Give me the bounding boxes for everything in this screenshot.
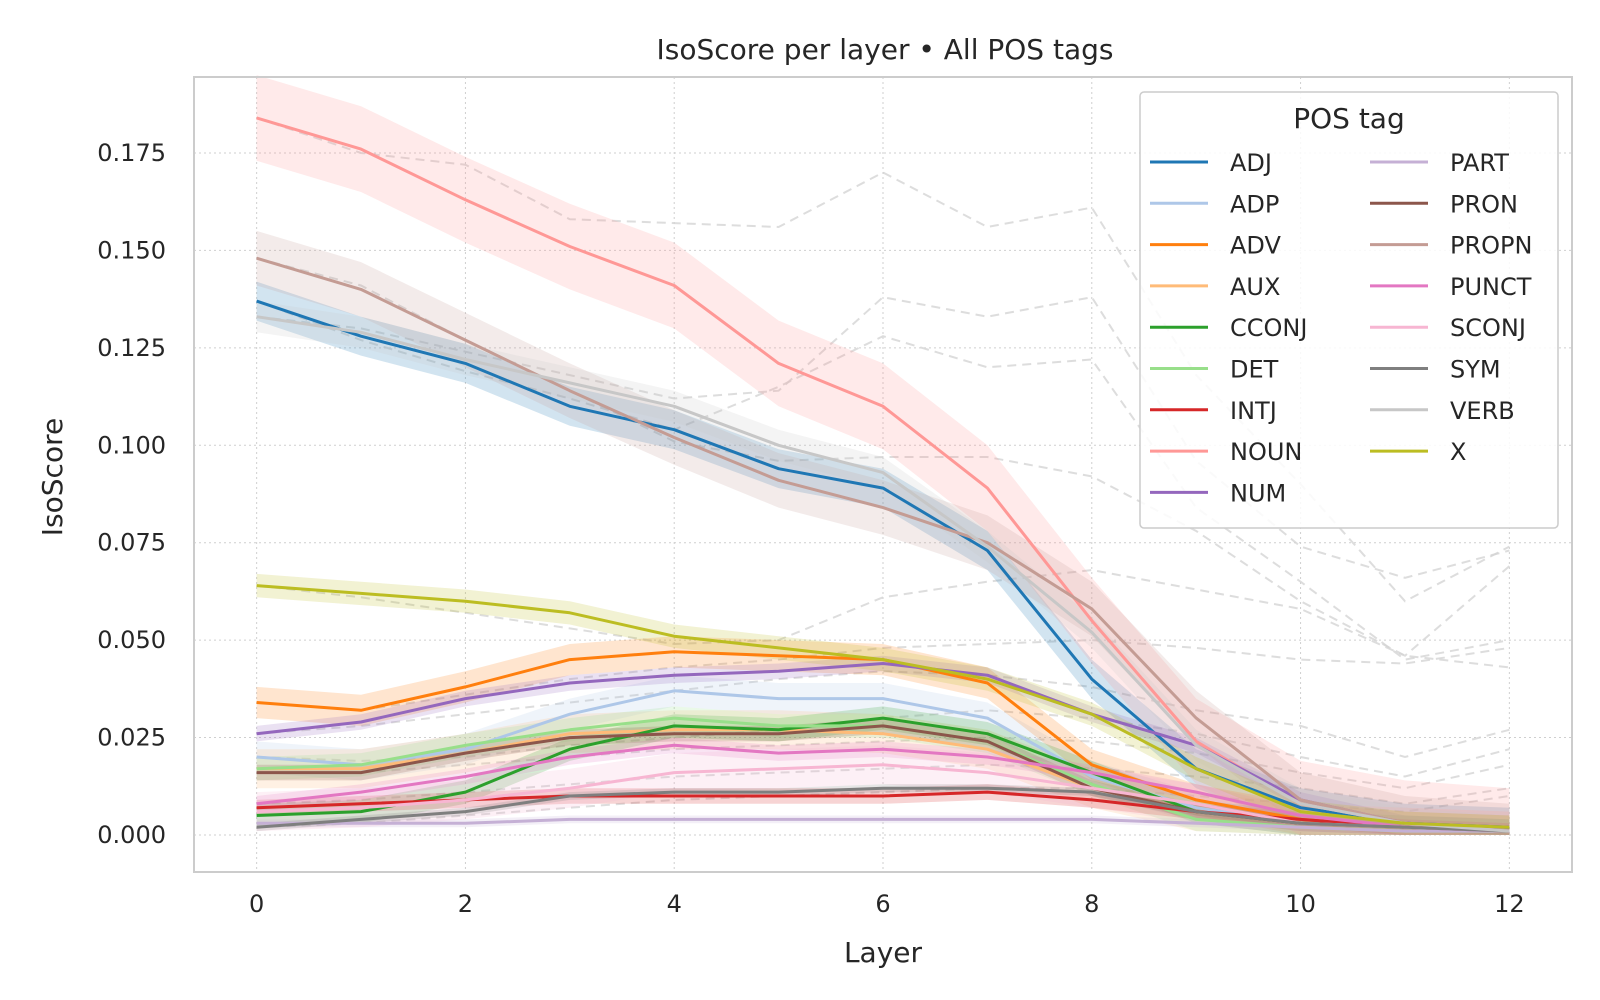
- background-run-line: [256, 709, 1510, 778]
- band-adv: [256, 636, 1510, 835]
- y-tick-label: 0.150: [97, 236, 166, 264]
- x-tick-label: 0: [249, 890, 264, 918]
- legend-label-adp: ADP: [1230, 190, 1279, 218]
- series-line-propn: [256, 256, 1510, 833]
- legend-label-verb: VERB: [1450, 397, 1515, 425]
- legend-label-noun: NOUN: [1230, 438, 1302, 466]
- legend-label-sym: SYM: [1450, 356, 1501, 384]
- y-tick-label: 0.075: [97, 529, 166, 557]
- legend-label-num: NUM: [1230, 479, 1286, 507]
- background-runs: [256, 116, 1511, 829]
- legend-label-x: X: [1450, 438, 1466, 466]
- series-line-x: [256, 584, 1510, 829]
- background-run-line: [256, 639, 1510, 712]
- band-punct: [256, 737, 1510, 835]
- y-tick-label: 0.125: [97, 334, 166, 362]
- band-pron: [256, 718, 1510, 835]
- background-run-line: [256, 296, 1510, 579]
- band-adj: [256, 281, 1510, 836]
- y-tick-label: 0.000: [97, 821, 166, 849]
- legend-label-intj: INTJ: [1230, 397, 1277, 425]
- y-tick-label: 0.100: [97, 431, 166, 459]
- legend-label-adv: ADV: [1230, 232, 1281, 260]
- legend-label-pron: PRON: [1450, 190, 1518, 218]
- series-lines: [256, 116, 1510, 833]
- x-tick-labels: 0 2 4 6 8 10 12: [249, 890, 1525, 918]
- legend: POS tag ADJ ADP ADV AUX CCONJ DET INTJ NOUN NUM P…: [1139, 91, 1559, 529]
- y-tick-label: 0.050: [97, 626, 166, 654]
- legend-label-part: PART: [1450, 149, 1509, 177]
- legend-label-aux: AUX: [1230, 273, 1280, 301]
- band-num: [256, 655, 1510, 835]
- legend-label-adj: ADJ: [1230, 149, 1272, 177]
- series-line-part: [256, 817, 1510, 833]
- x-tick-label: 6: [875, 890, 890, 918]
- series-line-verb: [256, 315, 1510, 833]
- y-tick-label: 0.025: [97, 724, 166, 752]
- legend-label-sconj: SCONJ: [1450, 314, 1526, 342]
- legend-label-det: DET: [1230, 356, 1279, 384]
- series-line-punct: [256, 743, 1510, 833]
- y-tick-label: 0.175: [97, 139, 166, 167]
- background-run-line: [256, 670, 1510, 759]
- legend-label-propn: PROPN: [1450, 232, 1532, 260]
- legend-box: [1139, 91, 1559, 529]
- y-tick-labels: 0.000 0.025 0.050 0.075 0.100 0.125 0.150 0.175: [97, 139, 166, 849]
- plot-frame: [193, 76, 1573, 873]
- y-axis-title: IsoScore: [36, 418, 69, 536]
- chart-title: IsoScore per layer • All POS tags: [657, 33, 1114, 66]
- legend-label-punct: PUNCT: [1450, 273, 1532, 301]
- x-axis-title: Layer: [844, 936, 923, 969]
- x-tick-label: 2: [458, 890, 473, 918]
- legend-label-cconj: CCONJ: [1230, 314, 1307, 342]
- x-tick-label: 8: [1084, 890, 1099, 918]
- series-line-sym: [256, 786, 1510, 833]
- background-run-line: [256, 300, 1510, 661]
- x-tick-label: 10: [1285, 890, 1316, 918]
- legend-title: POS tag: [1293, 102, 1405, 135]
- x-tick-label: 4: [667, 890, 682, 918]
- series-line-adj: [256, 299, 1510, 829]
- background-run-line: [256, 565, 1511, 657]
- x-tick-label: 12: [1494, 890, 1525, 918]
- band-noun: [256, 75, 1510, 836]
